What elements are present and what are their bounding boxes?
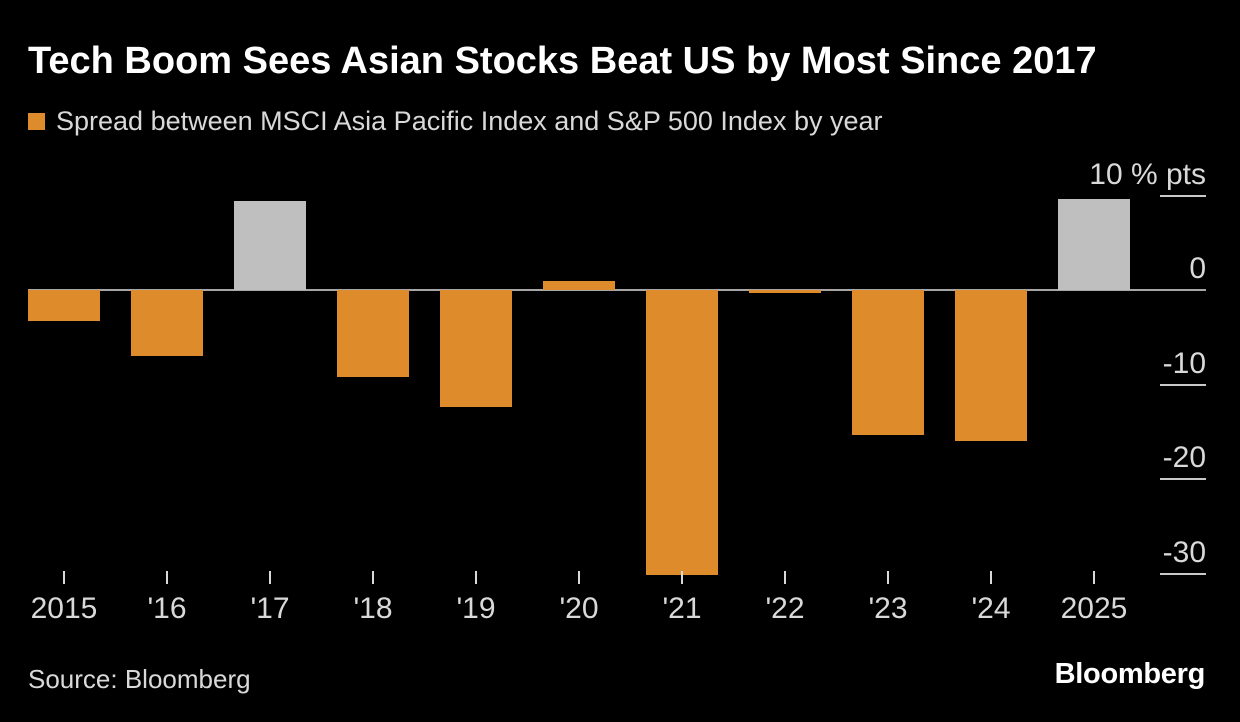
legend-label: Spread between MSCI Asia Pacific Index a… bbox=[56, 106, 883, 136]
x-axis-tick-2025 bbox=[1093, 571, 1095, 584]
y-axis-tick-10 bbox=[1160, 194, 1206, 197]
x-axis-tick-2015 bbox=[63, 571, 65, 584]
bar-22 bbox=[749, 290, 821, 293]
y-axis-tick--10 bbox=[1160, 383, 1206, 386]
bloomberg-logo: Bloomberg bbox=[1054, 658, 1206, 690]
x-axis-tick-16 bbox=[166, 571, 168, 584]
x-axis-label-24: '24 bbox=[971, 592, 1011, 625]
x-axis-label-19: '19 bbox=[456, 592, 496, 625]
y-axis-label--20: -20 bbox=[1162, 441, 1206, 474]
bar-24 bbox=[955, 290, 1027, 442]
x-axis-label-23: '23 bbox=[868, 592, 908, 625]
source-text: Source: Bloomberg bbox=[28, 664, 251, 694]
bar-16 bbox=[131, 290, 203, 357]
x-axis-tick-19 bbox=[475, 571, 477, 584]
y-axis-label-10: 10 % pts bbox=[1089, 157, 1206, 191]
x-axis-label-18: '18 bbox=[353, 592, 393, 625]
bar-21 bbox=[646, 290, 718, 576]
x-axis-tick-22 bbox=[784, 571, 786, 584]
bar-20 bbox=[543, 281, 615, 290]
bar-19 bbox=[440, 290, 512, 408]
x-axis-tick-24 bbox=[990, 571, 992, 584]
legend-swatch bbox=[28, 113, 45, 130]
x-axis-tick-18 bbox=[372, 571, 374, 584]
x-axis-tick-17 bbox=[269, 571, 271, 584]
x-axis-label-16: '16 bbox=[147, 592, 187, 625]
zero-baseline bbox=[28, 289, 1206, 291]
x-axis-label-17: '17 bbox=[250, 592, 290, 625]
y-axis-label-0: 0 bbox=[1189, 252, 1206, 285]
bar-18 bbox=[337, 290, 409, 377]
y-axis-label--10: -10 bbox=[1162, 346, 1206, 380]
x-axis-tick-23 bbox=[887, 571, 889, 584]
x-axis-tick-20 bbox=[578, 571, 580, 584]
x-axis-label-2025: 2025 bbox=[1060, 592, 1128, 625]
y-axis-tick--30 bbox=[1160, 572, 1206, 575]
x-axis-tick-21 bbox=[681, 571, 683, 584]
x-axis-label-22: '22 bbox=[765, 592, 805, 625]
bar-2025 bbox=[1058, 199, 1130, 290]
x-axis-label-2015: 2015 bbox=[30, 592, 98, 625]
y-axis-label--30: -30 bbox=[1162, 535, 1206, 569]
x-axis-label-20: '20 bbox=[559, 592, 599, 625]
chart-title: Tech Boom Sees Asian Stocks Beat US by M… bbox=[28, 40, 1097, 82]
bar-17 bbox=[234, 201, 306, 290]
bar-2015 bbox=[28, 290, 100, 322]
x-axis-label-21: '21 bbox=[662, 592, 702, 625]
y-axis-tick--20 bbox=[1160, 478, 1206, 480]
bar-23 bbox=[852, 290, 924, 435]
